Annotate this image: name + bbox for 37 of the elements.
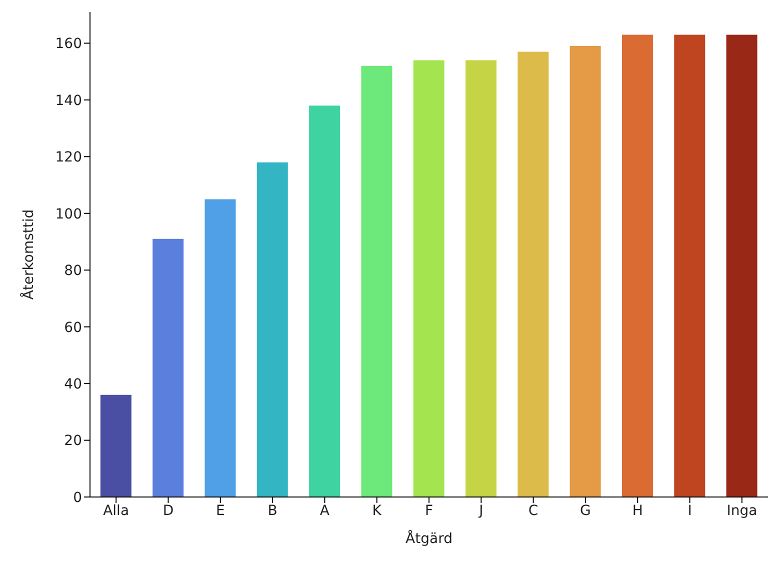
x-tick-label: H [632, 502, 643, 519]
y-tick-label: 40 [64, 376, 82, 393]
x-tick-label: C [528, 502, 538, 519]
x-tick-label: I [688, 502, 692, 519]
bar [256, 162, 288, 497]
bar [361, 66, 392, 497]
y-tick-label: 160 [55, 36, 82, 52]
y-tick-label: 0 [73, 490, 82, 506]
y-tick-label: 120 [55, 150, 82, 166]
y-axis-title: Återkomsttid [20, 209, 37, 300]
bar [674, 34, 706, 497]
bar [518, 52, 549, 497]
x-axis-title: Åtgärd [406, 530, 452, 547]
x-tick-label: K [372, 502, 382, 519]
bar [726, 34, 758, 497]
bar [100, 394, 132, 497]
bar [309, 106, 340, 497]
x-tick-label: F [424, 502, 434, 519]
x-tick-label: E [216, 502, 225, 519]
y-tick-label: 20 [64, 433, 82, 450]
bar [413, 60, 444, 497]
y-tick-label: 100 [55, 206, 82, 222]
bar [204, 199, 236, 497]
x-tick-label: A [320, 502, 330, 519]
x-tick-label: B [268, 502, 278, 519]
y-tick-label: 140 [55, 92, 82, 109]
bar [466, 60, 497, 497]
x-tick-label: G [580, 502, 591, 519]
bar [570, 46, 601, 497]
x-tick-label: D [162, 502, 174, 519]
bar [152, 238, 184, 497]
x-tick-label: Alla [103, 502, 130, 519]
bar [622, 34, 653, 497]
x-tick-label: J [478, 502, 484, 519]
y-tick-label: 80 [64, 263, 82, 280]
y-tick-label: 60 [64, 320, 82, 336]
x-tick-label: Inga [726, 502, 758, 519]
